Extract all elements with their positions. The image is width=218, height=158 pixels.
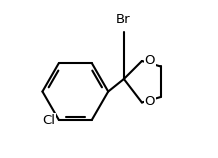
Text: O: O bbox=[145, 95, 155, 108]
Text: Br: Br bbox=[116, 13, 130, 26]
Text: Cl: Cl bbox=[42, 114, 55, 127]
Text: O: O bbox=[145, 54, 155, 67]
